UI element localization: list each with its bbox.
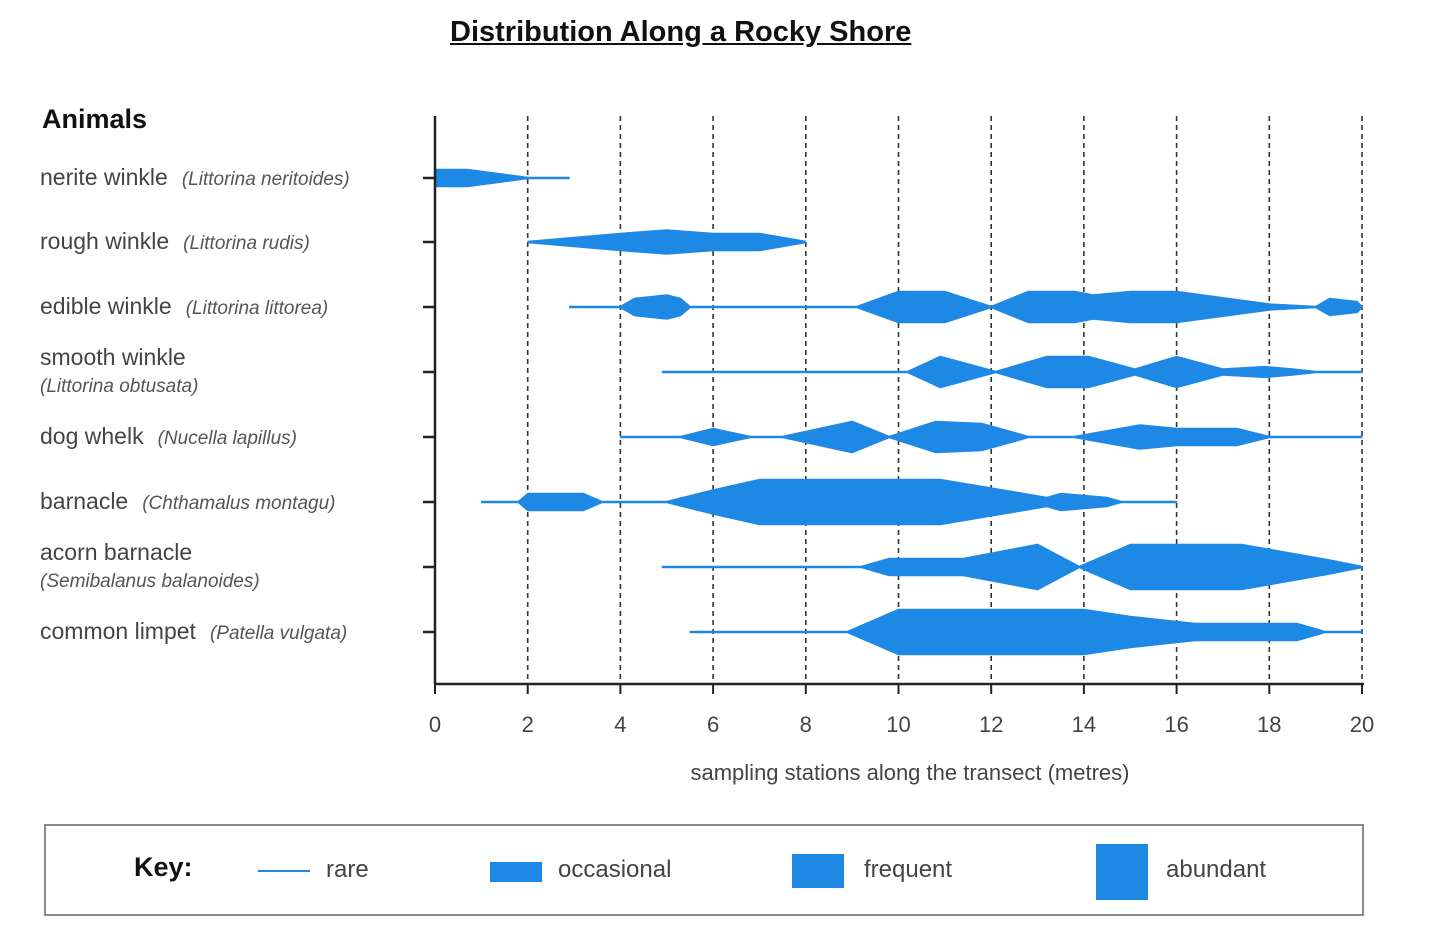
vertical-gridlines: [526, 116, 1363, 684]
species-common-name: rough winkle: [40, 228, 170, 254]
species-label: edible winkle (Littorina littorea): [40, 291, 328, 324]
key-swatch-rare: [258, 870, 310, 872]
series-layer: [434, 168, 1363, 656]
x-tick-label: 14: [1071, 712, 1097, 737]
species-label: smooth winkle (Littorina obtusata): [40, 342, 200, 402]
x-tick-label: 10: [886, 712, 911, 737]
species-common-name: acorn barnacle: [40, 539, 193, 565]
species-latin-name: (Littorina rudis): [183, 233, 310, 254]
x-tick-label: 12: [978, 712, 1004, 737]
species-common-name: nerite winkle: [40, 164, 168, 190]
series-common-limpet: [689, 608, 1363, 656]
x-tick-label: 6: [706, 712, 720, 737]
series-rough-winkle: [527, 229, 807, 255]
species-common-name: dog whelk: [40, 423, 144, 449]
series-barnacle: [481, 478, 1177, 526]
x-tick-label: 20: [1349, 712, 1375, 737]
series-dog-whelk: [620, 420, 1363, 454]
species-common-name: barnacle: [40, 488, 129, 514]
key-label-abundant: abundant: [1166, 856, 1267, 883]
x-tick-label: 4: [614, 712, 627, 737]
species-latin-name: (Littorina neritoides): [181, 169, 350, 190]
x-axis-label: sampling stations along the transect (me…: [690, 760, 1130, 785]
key-swatch-abundant: [1096, 844, 1148, 900]
axes: [423, 116, 1364, 694]
species-latin-name: (Patella vulgata): [209, 623, 348, 644]
species-latin-name: (Chthamalus montagu): [142, 493, 336, 514]
x-tick-label: 0: [428, 712, 442, 737]
species-label: barnacle (Chthamalus montagu): [40, 486, 336, 519]
y-axis-heading: Animals: [42, 104, 148, 134]
species-common-name: smooth winkle: [40, 344, 186, 370]
species-latin-name: (Littorina littorea): [185, 298, 329, 319]
species-latin-name: (Littorina obtusata): [40, 376, 199, 397]
key-legend: Key: rare occasional frequent abundant: [44, 824, 1364, 916]
series-nerite-winkle: [434, 168, 570, 188]
series-smooth-winkle: [661, 355, 1363, 389]
key-swatch-occasional: [490, 862, 542, 882]
species-common-name: edible winkle: [40, 293, 172, 319]
key-title: Key:: [134, 852, 193, 882]
chart-title: Distribution Along a Rocky Shore: [450, 16, 912, 48]
species-label: rough winkle (Littorina rudis): [40, 226, 310, 259]
x-tick-label: 18: [1257, 712, 1282, 737]
species-latin-name: (Semibalanus balanoides): [40, 571, 260, 592]
series-edible-winkle: [569, 290, 1363, 324]
species-label: common limpet (Patella vulgata): [40, 616, 347, 649]
series-acorn-barnacle: [661, 543, 1363, 591]
x-tick-label: 8: [799, 712, 812, 737]
species-label: nerite winkle (Littorina neritoides): [40, 162, 350, 195]
key-label-frequent: frequent: [864, 856, 953, 883]
x-tick-label: 16: [1164, 712, 1189, 737]
key-label-occasional: occasional: [558, 856, 672, 883]
species-latin-name: (Nucella lapillus): [157, 428, 297, 449]
species-label: dog whelk (Nucella lapillus): [40, 421, 297, 454]
x-tick-label: 2: [521, 712, 534, 737]
key-label-rare: rare: [326, 856, 369, 883]
species-common-name: common limpet: [40, 618, 196, 644]
key-swatch-frequent: [792, 854, 844, 888]
species-label: acorn barnacle (Semibalanus balanoides): [40, 537, 260, 597]
